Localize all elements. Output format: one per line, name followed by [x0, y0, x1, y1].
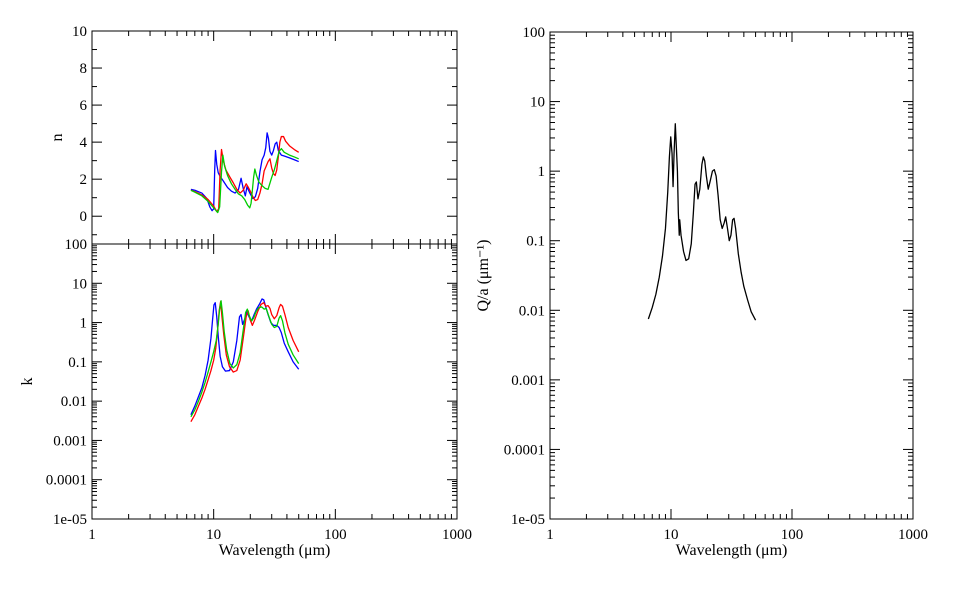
- k-x-tick-label: 100: [324, 527, 347, 543]
- q-y-tick-label: 0.001: [511, 373, 545, 389]
- q-x-tick-label: 1000: [898, 527, 928, 543]
- n-y-tick-label: 4: [80, 135, 88, 151]
- k-y-tick-label: 10: [72, 276, 87, 292]
- k-x-tick-label: 1: [88, 527, 96, 543]
- k-y-axis-label: k: [19, 378, 36, 386]
- k-series-1-line: [190, 301, 300, 423]
- q-y-tick-label: 1: [538, 164, 546, 180]
- k-y-tick-label: 1e-05: [53, 512, 87, 528]
- n-series-0-line: [190, 132, 299, 212]
- n-y-axis-label: n: [49, 134, 66, 142]
- k-panel-series: [190, 298, 300, 423]
- q-x-tick-label: 1: [546, 527, 554, 543]
- k-x-tick-label: 10: [206, 527, 221, 543]
- k-x-tick-label: 1000: [442, 527, 472, 543]
- k-y-tick-label: 100: [65, 237, 88, 253]
- q-panel-frame: [549, 31, 914, 520]
- q-panel-series: [647, 123, 757, 321]
- n-y-tick-label: 6: [80, 98, 88, 114]
- q-y-tick-label: 0.0001: [504, 442, 545, 458]
- n-y-tick-label: 10: [72, 24, 87, 40]
- q-panel: 1 10 100 10001e-050.00010.0010.010.1110100 …: [475, 25, 928, 559]
- k-x-axis-label: Wavelength (μm): [219, 542, 331, 559]
- q-panel-ticks: 1 10 100 1000 1e-05 0.0001 0.001 0.01 0.1 1 10 100: [504, 25, 928, 543]
- n-y-tick-label: 0: [80, 209, 88, 225]
- q-series-0-line: [647, 123, 757, 321]
- n-y-tick-label: 2: [80, 172, 88, 188]
- k-y-tick-label: 1: [80, 316, 88, 332]
- q-x-tick-label: 10: [664, 527, 679, 543]
- q-y-tick-label: 0.01: [519, 303, 545, 319]
- q-y-tick-label: 1e-05: [511, 512, 545, 528]
- n-series-2-line: [190, 147, 299, 214]
- n-series-1-line: [190, 135, 300, 213]
- n-panel: 0 2 4 6 8 10 n: [49, 24, 458, 245]
- q-y-tick-label: 10: [530, 95, 545, 111]
- k-panel-ticks: 1 10 100 1000 1e-05 0.0001 0.001 0.01 0.1 1 10 100: [46, 237, 472, 543]
- q-x-tick-label: 100: [781, 527, 804, 543]
- k-series-2-line: [190, 300, 300, 418]
- k-y-tick-label: 0.0001: [46, 473, 87, 489]
- k-y-tick-label: 0.01: [61, 394, 87, 410]
- q-y-axis-label: Q/a (μm⁻¹): [475, 239, 492, 311]
- n-panel-series: [190, 132, 300, 214]
- k-panel: 1 10 100 10001e-050.00010.0010.010.1110100 …: [19, 237, 472, 559]
- n-y-tick-label: 8: [80, 61, 88, 77]
- k-series-0-line: [190, 298, 300, 416]
- q-y-tick-label: 0.1: [526, 234, 545, 250]
- k-y-tick-label: 0.1: [68, 355, 87, 371]
- k-panel-frame: [91, 243, 458, 520]
- q-x-axis-label: Wavelength (μm): [676, 542, 788, 559]
- q-y-tick-label: 100: [523, 25, 546, 41]
- k-y-tick-label: 0.001: [53, 433, 87, 449]
